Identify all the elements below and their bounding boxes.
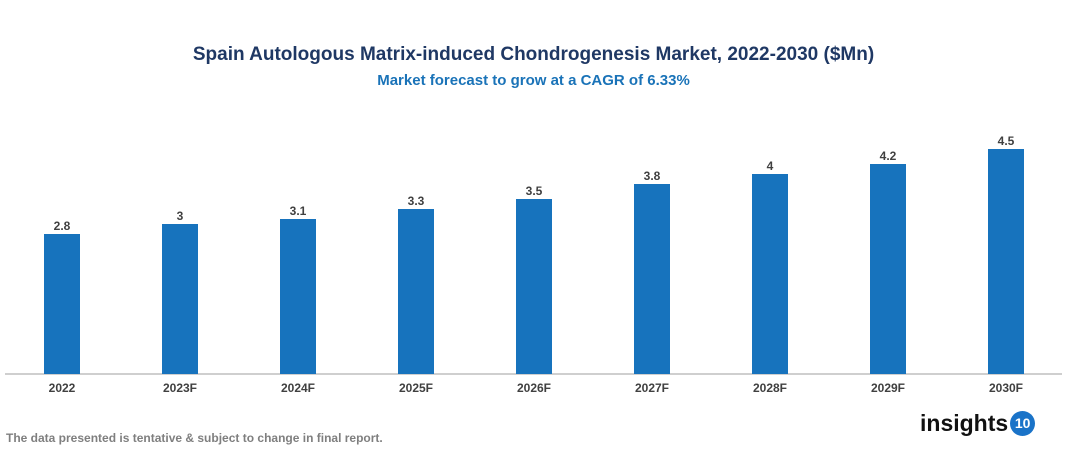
bar-2026F — [516, 199, 552, 374]
bar-2030F — [988, 149, 1024, 374]
footnote: The data presented is tentative & subjec… — [6, 431, 383, 445]
data-label-2024F: 3.1 — [290, 204, 307, 218]
chart-subtitle: Market forecast to grow at a CAGR of 6.3… — [377, 72, 690, 89]
data-label-2022: 2.8 — [54, 219, 71, 233]
x-tick-label-2024F: 2024F — [281, 381, 315, 395]
bar-2027F — [634, 184, 670, 374]
data-label-2023F: 3 — [177, 209, 184, 223]
logo-text: insights — [920, 410, 1009, 436]
x-tick-label-2028F: 2028F — [753, 381, 787, 395]
insights10-logo: insights 10 — [920, 410, 1036, 437]
bar-2024F — [280, 219, 316, 374]
bar-2023F — [162, 224, 198, 374]
bar-2025F — [398, 209, 434, 374]
x-tick-label-2022: 2022 — [49, 381, 76, 395]
chart-title: Spain Autologous Matrix-induced Chondrog… — [192, 44, 875, 65]
x-tick-label-2030F: 2030F — [989, 381, 1023, 395]
x-tick-label-2029F: 2029F — [871, 381, 905, 395]
x-tick-label-2025F: 2025F — [399, 381, 433, 395]
data-label-2030F: 4.5 — [998, 134, 1015, 148]
data-label-2029F: 4.2 — [880, 149, 897, 163]
x-tick-label-2023F: 2023F — [163, 381, 197, 395]
data-label-2025F: 3.3 — [408, 194, 425, 208]
bar-2029F — [870, 164, 906, 374]
logo-number: 10 — [1010, 411, 1036, 436]
x-tick-label-2027F: 2027F — [635, 381, 669, 395]
bar-2028F — [752, 174, 788, 374]
data-label-2026F: 3.5 — [526, 184, 543, 198]
data-label-2028F: 4 — [767, 159, 774, 173]
bar-2022 — [44, 234, 80, 374]
x-tick-label-2026F: 2026F — [517, 381, 551, 395]
data-label-2027F: 3.8 — [644, 169, 661, 183]
